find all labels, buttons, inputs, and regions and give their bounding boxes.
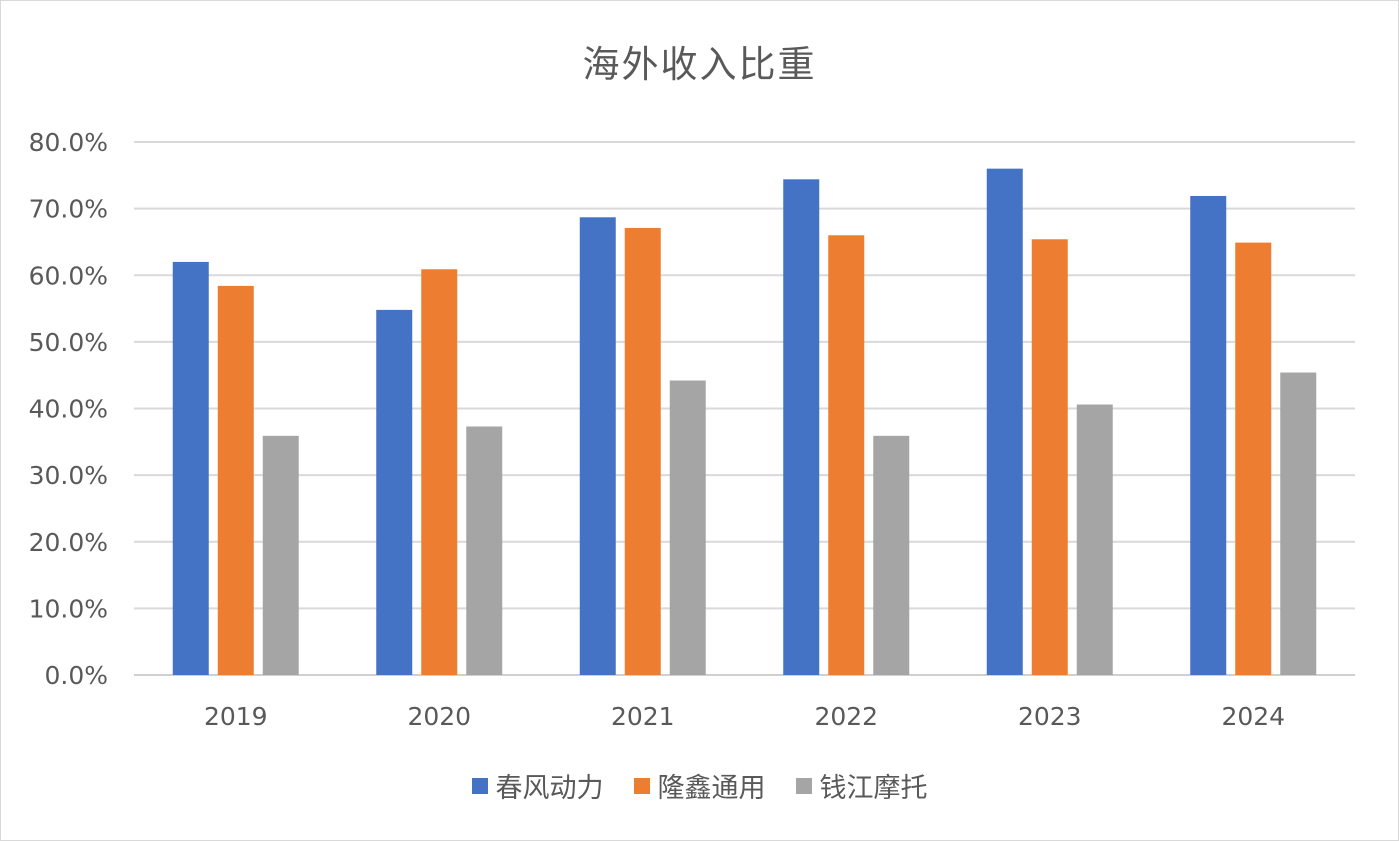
bar-series-3-2020	[466, 426, 503, 675]
bar-series-2-2023	[1031, 239, 1068, 675]
bar-series-3-2023	[1076, 404, 1113, 675]
y-tick-label: 0.0%	[44, 661, 108, 690]
bar-series-1-2023	[986, 168, 1023, 675]
legend-label-series-1: 春风动力	[495, 773, 604, 804]
y-tick-label: 60.0%	[29, 261, 108, 290]
bar-series-2-2020	[421, 269, 458, 675]
bar-series-2-2021	[624, 227, 661, 676]
bar-series-1-2022	[783, 179, 820, 675]
legend-swatch-series-2	[633, 777, 650, 794]
y-tick-label: 70.0%	[29, 195, 108, 224]
legend-swatch-series-3	[795, 777, 812, 794]
bar-series-1-2024	[1190, 195, 1227, 675]
legend-label-series-2: 隆鑫通用	[657, 773, 766, 804]
y-tick-label: 50.0%	[29, 328, 108, 357]
bar-series-2-2022	[828, 235, 865, 675]
bar-series-1-2021	[579, 217, 616, 675]
chart-title: 海外收入比重	[582, 43, 817, 86]
y-axis-tick-labels: 0.0% 10.0% 20.0% 30.0% 40.0% 50.0% 60.0% 70.0% 8…	[29, 128, 108, 690]
legend-item-series-3: 钱江摩托	[795, 766, 928, 805]
legend-swatch-series-1	[471, 777, 488, 794]
x-axis-tick-labels: 2019 2020 2021 2022 2023 2024	[204, 702, 1285, 731]
x-tick-label: 2022	[814, 702, 878, 731]
bars	[172, 168, 1317, 676]
x-tick-label: 2021	[611, 702, 675, 731]
bar-series-3-2021	[669, 380, 706, 675]
legend: 春风动力 隆鑫通用 钱江摩托	[0, 766, 1399, 805]
y-tick-label: 10.0%	[29, 594, 108, 623]
bar-series-3-2024	[1280, 372, 1317, 675]
x-tick-label: 2020	[407, 702, 471, 731]
legend-item-series-1: 春风动力	[471, 766, 604, 805]
bar-series-1-2020	[376, 309, 413, 675]
bar-series-2-2024	[1235, 242, 1272, 675]
gridlines	[134, 141, 1355, 676]
bar-series-3-2019	[262, 435, 299, 675]
legend-item-series-2: 隆鑫通用	[633, 766, 766, 805]
y-tick-label: 40.0%	[29, 395, 108, 424]
bar-series-3-2022	[873, 435, 910, 675]
x-tick-label: 2023	[1018, 702, 1082, 731]
y-tick-label: 20.0%	[29, 528, 108, 557]
legend-label-series-3: 钱江摩托	[819, 773, 928, 804]
y-tick-label: 80.0%	[29, 128, 108, 157]
bar-series-2-2019	[217, 285, 254, 675]
x-tick-label: 2024	[1221, 702, 1285, 731]
y-tick-label: 30.0%	[29, 461, 108, 490]
bar-series-1-2019	[172, 261, 209, 675]
x-tick-label: 2019	[204, 702, 268, 731]
